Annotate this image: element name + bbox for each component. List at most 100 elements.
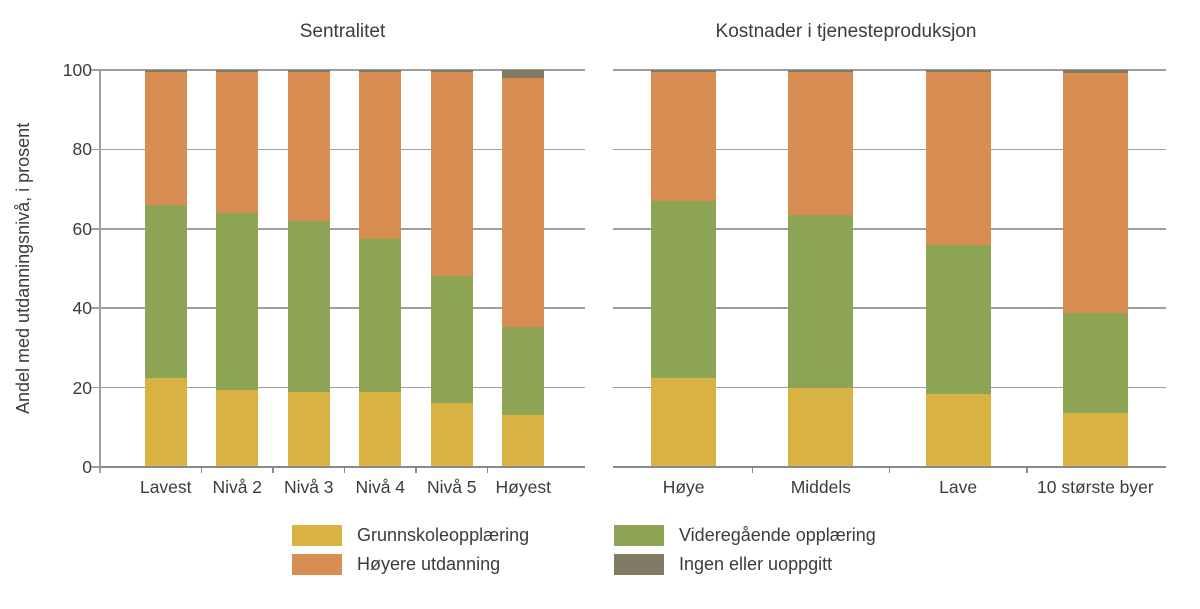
bar-10-største-byer [1062,70,1128,467]
x-axis-label: Høyest [495,477,551,497]
segment-videregaende [216,212,259,390]
segment-grunnskole [651,377,717,467]
segment-videregaende [359,238,402,392]
x-axis-label: Lavest [139,477,192,497]
x-axis-label: Middels [790,477,852,497]
panel-title-kostnader: Kostnader i tjenesteproduksjon [715,21,977,42]
segment-grunnskole [502,415,545,467]
x-axis-label: Nivå 3 [283,477,334,497]
segment-videregaende [1062,312,1128,414]
y-tick-label: 0 [82,457,92,477]
gridline-60 [613,228,1166,230]
gridline-80 [613,148,1166,151]
segment-ingen [925,70,991,72]
segment-ingen [788,70,854,72]
segment-grunnskole [287,391,330,467]
y-tick-mark [91,148,100,151]
legend-label: Grunnskoleopplæring [357,525,530,545]
y-axis-line [99,70,101,473]
bar-nivå-5 [430,70,473,467]
y-tick-label: 40 [72,298,92,319]
y-tick-mark [91,69,100,71]
segment-hoyere [287,72,330,221]
legend-swatch-videregaende [614,524,664,546]
segment-hoyere [359,72,402,239]
segment-videregaende [788,214,854,388]
panel-sentralitet: Lavest Nivå 2 Nivå 3 Nivå 4 Nivå 5 Høyest [100,69,585,497]
segment-videregaende [502,326,545,416]
segment-hoyere [788,72,854,215]
panel-title-sentralitet: Sentralitet [299,21,386,42]
segment-ingen [430,70,473,72]
legend: Grunnskoleopplæring Videregående opplæri… [292,523,876,576]
segment-grunnskole [1062,413,1128,467]
segment-hoyere [216,72,259,213]
x-axis-label: Nivå 5 [426,477,477,497]
bar-middels [788,70,854,467]
x-axis-boundary-tick [272,467,274,473]
segment-hoyere [1062,72,1128,313]
y-tick-label: 80 [72,139,92,160]
x-axis-boundary-tick [1026,467,1028,473]
segment-ingen [651,70,717,72]
segment-videregaende [430,276,473,404]
x-axis-boundary-tick [486,467,489,473]
gridline-60 [100,228,585,230]
x-axis-boundary-tick [200,467,203,473]
zero-line [613,466,1166,468]
x-axis-label: Lave [939,477,978,497]
x-axis-label: Nivå 2 [212,477,263,497]
legend-swatch-hoyere [292,553,342,575]
segment-grunnskole [359,391,402,467]
segment-hoyere [651,72,717,202]
x-axis-boundary-tick [415,467,417,473]
segment-hoyere [925,72,991,245]
gridline-80 [100,148,585,151]
legend-item-hoyere: Høyere utdanning [292,552,614,576]
segment-hoyere [502,77,545,327]
segment-grunnskole [144,377,187,467]
bar-lave [925,70,991,467]
y-tick-label: 100 [62,60,92,80]
segment-ingen [1062,70,1128,73]
legend-swatch-grunnskole [292,524,342,546]
legend-item-ingen: Ingen eller uoppgitt [614,552,876,576]
y-tick-mark [91,228,100,230]
x-axis-boundary-tick [751,467,753,473]
legend-label: Videregående opplæring [679,525,876,545]
gridline-100 [100,69,585,71]
y-axis-title: Andel med utdanningsnivå, i prosent [13,122,33,415]
panel-kostnader: Høye Middels Lave 10 største byer [613,69,1166,497]
legend-item-videregaende: Videregående opplæring [614,523,876,547]
bar-høye [651,70,717,467]
legend-label: Ingen eller uoppgitt [679,554,833,574]
x-axis-label: 10 største byer [1037,477,1154,497]
x-axis-boundary-tick [888,467,891,473]
segment-grunnskole [430,403,473,467]
x-axis-label: Høye [662,477,705,497]
y-tick-label: 60 [72,218,92,239]
legend-label: Høyere utdanning [357,554,501,574]
bar-nivå-3 [287,70,330,467]
bar-høyest [502,70,545,467]
x-axis-label: Nivå 4 [355,477,406,497]
segment-ingen [144,70,187,72]
segment-ingen [359,70,402,72]
segment-videregaende [925,244,991,394]
gridline-20 [613,386,1166,389]
segment-videregaende [651,201,717,378]
segment-grunnskole [788,387,854,467]
y-tick-mark [91,466,100,468]
segment-grunnskole [925,393,991,467]
x-axis-boundary-tick [343,467,346,473]
segment-ingen [216,70,259,72]
gridline-40 [100,307,585,309]
gridline-40 [613,307,1166,309]
segment-grunnskole [216,389,259,467]
segment-hoyere [430,72,473,277]
segment-videregaende [144,205,187,378]
bar-nivå-2 [216,70,259,467]
bar-lavest [144,70,187,467]
y-tick-label: 20 [72,377,92,398]
